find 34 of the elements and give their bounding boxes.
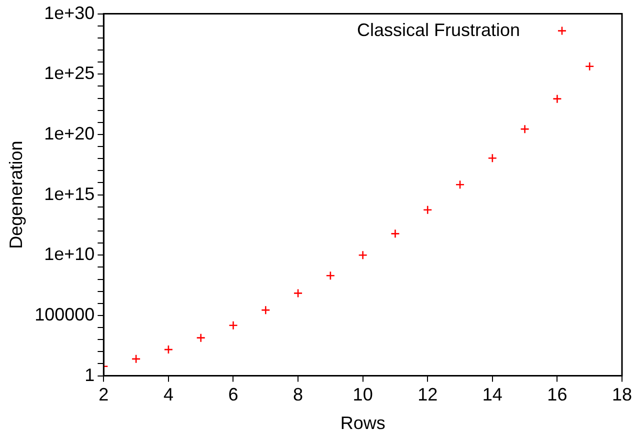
y-tick-label: 1e+25	[44, 63, 95, 84]
x-tick-label: 12	[418, 384, 438, 405]
y-tick-label: 1e+10	[44, 244, 95, 264]
x-tick-label: 18	[612, 384, 632, 405]
x-tick-label: 4	[163, 384, 174, 405]
y-tick-label: 100000	[34, 304, 95, 324]
point	[196, 333, 206, 342]
y-tick-label: 1e+20	[44, 123, 95, 144]
point	[164, 344, 174, 354]
point	[358, 250, 368, 260]
x-tick-label: 10	[352, 384, 373, 405]
point	[552, 94, 562, 104]
point	[293, 288, 303, 298]
y-tick-label: 1e+15	[44, 184, 95, 204]
y-axis-title: Degeneration	[6, 140, 26, 249]
point	[228, 320, 238, 330]
point	[520, 124, 530, 134]
x-axis-title: Rows	[340, 413, 386, 434]
x-tick-label: 16	[547, 384, 568, 405]
point	[455, 180, 465, 190]
point	[326, 270, 336, 280]
x-tick-label: 6	[228, 384, 238, 405]
point	[390, 229, 400, 238]
y-tick-label: 1e+30	[44, 2, 95, 23]
point	[422, 205, 432, 215]
point	[260, 305, 270, 315]
point	[488, 153, 498, 163]
y-tick-label: 1	[84, 364, 95, 385]
point	[584, 62, 594, 72]
legend-label: Classical Frustration	[356, 20, 520, 40]
x-tick-label: 14	[482, 384, 502, 405]
x-tick-label: 8	[293, 384, 304, 405]
point	[131, 354, 141, 364]
x-tick-label: 2	[98, 384, 109, 405]
